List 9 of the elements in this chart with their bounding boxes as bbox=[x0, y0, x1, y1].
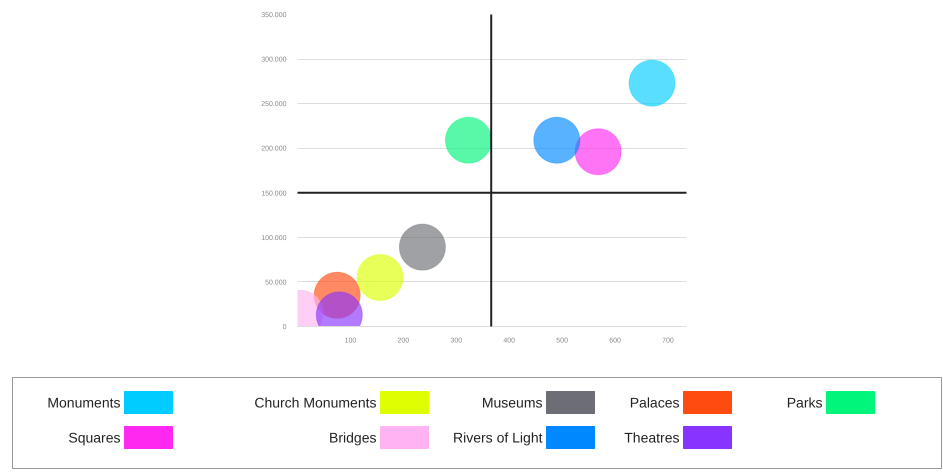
legend-label: Museums bbox=[482, 394, 543, 410]
legend-label: Theatres bbox=[624, 430, 680, 446]
legend-label: Monuments bbox=[47, 394, 121, 410]
legend-label: Church Monuments bbox=[254, 394, 377, 410]
legend-label: Squares bbox=[68, 430, 121, 446]
legend-label: Palaces bbox=[630, 394, 680, 410]
legend-label: Rivers of Light bbox=[453, 430, 543, 446]
legend-label: Bridges bbox=[329, 430, 376, 446]
legend-label: Parks bbox=[786, 394, 823, 410]
